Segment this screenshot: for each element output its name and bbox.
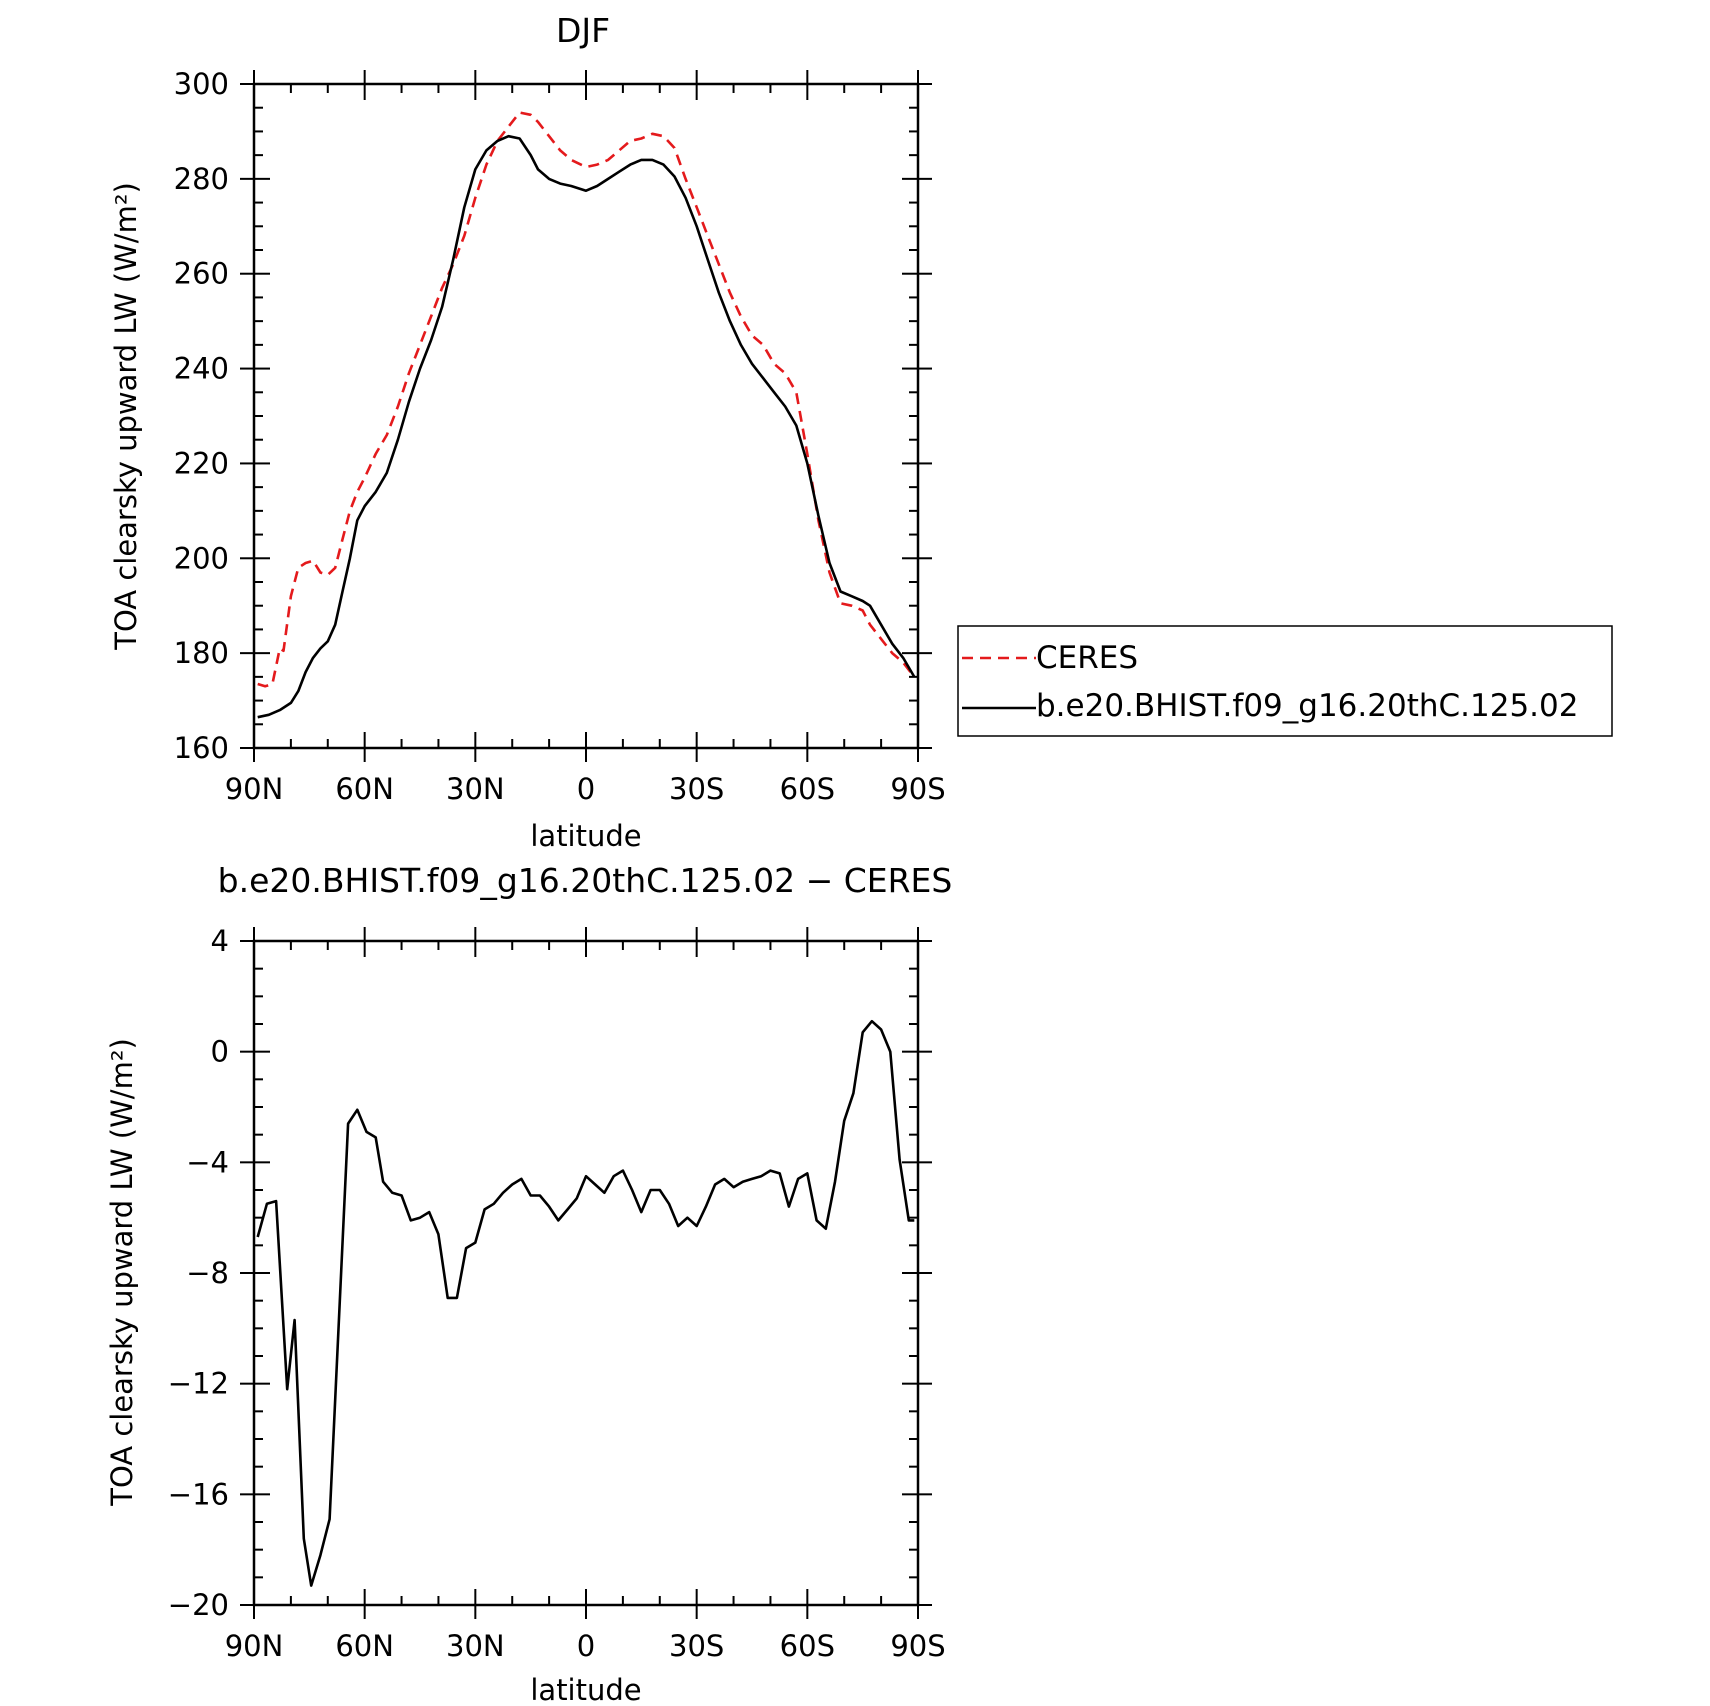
top-y-tick-label: 260 bbox=[174, 257, 229, 291]
top-ticks bbox=[240, 70, 932, 762]
bottom-chart-title: b.e20.BHIST.f09_g16.20thC.125.02 − CERES bbox=[218, 861, 953, 900]
bottom-series-line-model bbox=[256, 1019, 915, 1587]
top-x-tick-label: 90N bbox=[225, 772, 284, 806]
bottom-ticks bbox=[240, 927, 932, 1619]
bottom-y-axis-label: TOA clearsky upward LW (W/m²) bbox=[105, 1038, 139, 1507]
top-x-tick-label: 30N bbox=[446, 772, 505, 806]
top-y-tick-label: 300 bbox=[174, 67, 229, 101]
top-x-tick-label: 60N bbox=[335, 772, 394, 806]
bottom-x-tick-label: 0 bbox=[577, 1629, 595, 1663]
bottom-x-axis-label: latitude bbox=[530, 1673, 641, 1706]
top-y-tick-label: 220 bbox=[174, 446, 229, 480]
bottom-x-tick-label: 30S bbox=[669, 1629, 724, 1663]
top-y-tick-label: 160 bbox=[174, 731, 229, 765]
bottom-panel: b.e20.BHIST.f09_g16.20thC.125.02 − CERES… bbox=[105, 861, 952, 1706]
bottom-y-tick-label: 4 bbox=[211, 924, 229, 958]
bottom-y-tick-label: −20 bbox=[168, 1588, 229, 1622]
top-x-tick-label: 90S bbox=[890, 772, 945, 806]
bottom-plot-frame bbox=[252, 939, 920, 1607]
bottom-x-tick-label: 60N bbox=[335, 1629, 394, 1663]
top-series bbox=[257, 111, 916, 719]
legend: CERES b.e20.BHIST.f09_g16.20thC.125.02 bbox=[957, 625, 1613, 737]
top-panel: DJF 90N 60N 30N 0 30S 60S 90S 160 180 200 220 240 26… bbox=[109, 11, 946, 853]
bottom-x-tick-label: 90S bbox=[890, 1629, 945, 1663]
top-y-tick-label: 280 bbox=[174, 162, 229, 196]
top-x-tick-label: 60S bbox=[780, 772, 835, 806]
top-plot-frame bbox=[252, 82, 920, 750]
bottom-series bbox=[256, 1019, 915, 1587]
top-tick-labels: 90N 60N 30N 0 30S 60S 90S 160 180 200 220 240 260 280… bbox=[174, 67, 946, 806]
bottom-y-tick-label: 0 bbox=[211, 1035, 229, 1069]
top-y-tick-label: 240 bbox=[174, 352, 229, 386]
top-x-tick-label: 0 bbox=[577, 772, 595, 806]
bottom-y-tick-label: −4 bbox=[186, 1145, 229, 1179]
top-y-axis-label: TOA clearsky upward LW (W/m²) bbox=[109, 182, 143, 651]
bottom-tick-labels: 90N 60N 30N 0 30S 60S 90S −20 −16 −12 −8 −4 0 4 bbox=[168, 924, 946, 1663]
top-x-tick-label: 30S bbox=[669, 772, 724, 806]
legend-box bbox=[957, 625, 1613, 737]
top-x-axis-label: latitude bbox=[530, 819, 641, 853]
top-series-line-model bbox=[257, 134, 916, 719]
bottom-x-tick-label: 90N bbox=[225, 1629, 284, 1663]
bottom-y-tick-label: −16 bbox=[168, 1477, 229, 1511]
top-series-line-ceres bbox=[257, 111, 916, 688]
legend-label-ceres: CERES bbox=[1036, 640, 1138, 676]
bottom-y-tick-label: −8 bbox=[186, 1256, 229, 1290]
bottom-x-tick-label: 30N bbox=[446, 1629, 505, 1663]
top-y-tick-label: 180 bbox=[174, 636, 229, 670]
bottom-y-tick-label: −12 bbox=[168, 1367, 229, 1401]
top-chart-title: DJF bbox=[556, 11, 610, 50]
bottom-x-tick-label: 60S bbox=[780, 1629, 835, 1663]
top-y-tick-label: 200 bbox=[174, 541, 229, 575]
legend-label-model: b.e20.BHIST.f09_g16.20thC.125.02 bbox=[1036, 688, 1578, 724]
